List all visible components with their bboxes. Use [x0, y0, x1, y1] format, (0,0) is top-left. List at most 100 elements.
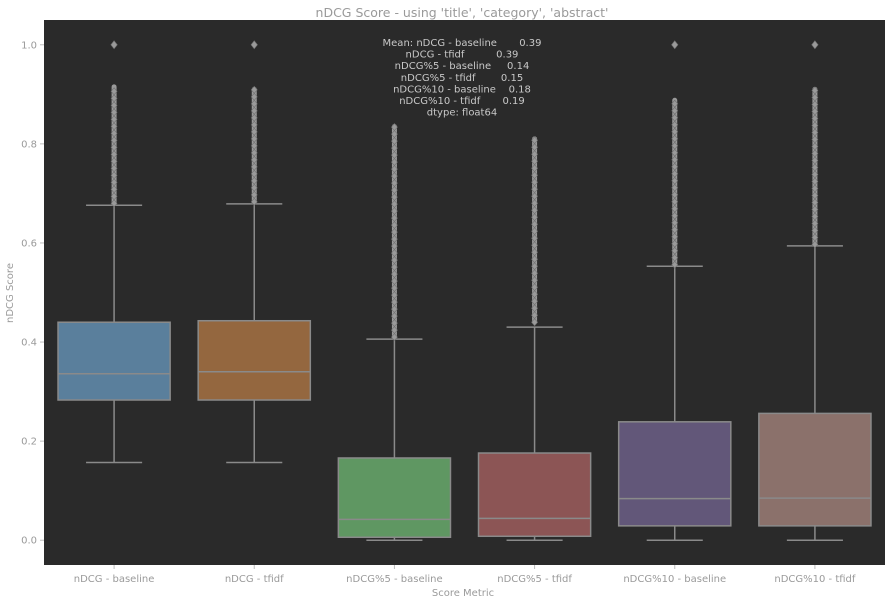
- outlier-point: [391, 172, 398, 181]
- outliers: [110, 40, 118, 208]
- boxes-layer: [57, 40, 872, 541]
- outlier-point: [671, 127, 679, 136]
- outlier-point: [671, 246, 679, 255]
- annotation-line: nDCG - tfidf 0.39: [406, 50, 519, 61]
- outlier-point: [391, 249, 398, 258]
- outlier-point: [250, 176, 258, 185]
- outlier-point: [250, 183, 258, 192]
- outlier-point: [110, 40, 118, 50]
- box-iqr: [197, 319, 312, 401]
- outlier-point: [531, 241, 538, 250]
- x-tick-label: nDCG - tfidf: [225, 574, 284, 585]
- box-group-5: [617, 40, 732, 541]
- outlier-point: [811, 233, 819, 242]
- outlier-point: [250, 92, 258, 101]
- y-tick-label: 0.2: [21, 437, 37, 448]
- outlier-point: [391, 193, 398, 202]
- outlier-point: [671, 204, 679, 213]
- outlier-point: [671, 260, 679, 269]
- outlier-point: [811, 121, 819, 130]
- x-tick-label: nDCG%5 - tfidf: [497, 574, 572, 585]
- outlier-point: [531, 199, 538, 208]
- outlier-point: [391, 284, 398, 293]
- outlier-point: [110, 101, 118, 110]
- annotation-line: nDCG%5 - tfidf 0.15: [401, 73, 523, 84]
- outlier-point: [531, 234, 538, 243]
- outlier-point: [391, 151, 398, 160]
- outlier-point: [391, 242, 398, 251]
- outliers: [391, 123, 398, 342]
- outlier-point: [811, 100, 819, 109]
- outlier-point: [391, 277, 398, 286]
- outlier-point: [110, 164, 118, 173]
- outlier-point: [110, 171, 118, 180]
- outlier-point: [391, 221, 398, 230]
- outlier-point: [811, 226, 819, 235]
- outlier-point: [531, 150, 538, 159]
- outlier-point: [531, 192, 538, 201]
- outlier-point: [811, 177, 819, 186]
- outlier-point: [391, 130, 398, 139]
- outlier-point: [671, 169, 679, 178]
- annotation-line: dtype: float64: [427, 108, 497, 119]
- outlier-point: [391, 179, 398, 188]
- outlier-point: [811, 142, 819, 151]
- outlier-point: [250, 162, 258, 171]
- outlier-point: [391, 256, 398, 265]
- outlier-point: [391, 235, 398, 244]
- outlier-point: [811, 240, 819, 249]
- outlier-point: [811, 191, 819, 200]
- outlier-point: [391, 123, 398, 132]
- outliers: [671, 40, 679, 269]
- outlier-point: [110, 178, 118, 187]
- outlier-point: [391, 137, 398, 146]
- outlier-point: [110, 115, 118, 124]
- outlier-point: [250, 141, 258, 150]
- plot-area: [44, 20, 885, 565]
- x-axis: nDCG - baseline nDCG - tfidf nDCG%5 - base…: [74, 565, 856, 585]
- y-axis: 0.0 0.2 0.4 0.6 0.8 1.0: [21, 40, 44, 547]
- outlier-point: [671, 211, 679, 220]
- outlier-point: [531, 157, 538, 166]
- outlier-point: [250, 190, 258, 199]
- outlier-point: [671, 134, 679, 143]
- outlier-point: [391, 305, 398, 314]
- outlier-point: [531, 255, 538, 264]
- outlier-point: [811, 184, 819, 193]
- box-iqr: [57, 321, 171, 401]
- outlier-point: [671, 183, 679, 192]
- outlier-point: [250, 197, 258, 206]
- outlier-point: [391, 186, 398, 195]
- outlier-point: [811, 128, 819, 137]
- outlier-point: [391, 312, 398, 321]
- outlier-point: [391, 228, 398, 237]
- outlier-point: [811, 114, 819, 123]
- outlier-point: [531, 143, 538, 152]
- annotation-line: nDCG%10 - baseline 0.18: [393, 84, 531, 95]
- y-tick-label: 0.4: [21, 338, 37, 349]
- outlier-point: [110, 136, 118, 145]
- outlier-point: [250, 120, 258, 129]
- outlier-point: [671, 113, 679, 122]
- box-group-1: [57, 40, 171, 464]
- annotation-line: Mean: nDCG - baseline 0.39: [383, 38, 542, 49]
- outlier-point: [811, 170, 819, 179]
- outlier-point: [250, 99, 258, 108]
- outliers: [531, 136, 538, 327]
- box-iqr: [337, 457, 452, 539]
- outlier-point: [811, 163, 819, 172]
- outlier-point: [531, 213, 538, 222]
- outlier-point: [531, 304, 538, 313]
- box-group-4: [477, 136, 592, 541]
- outlier-point: [811, 212, 819, 221]
- outlier-point: [531, 318, 538, 327]
- outlier-point: [671, 239, 679, 248]
- outlier-point: [391, 165, 398, 174]
- outlier-point: [531, 220, 538, 229]
- outlier-point: [811, 107, 819, 116]
- outlier-point: [811, 93, 819, 102]
- outlier-point: [391, 200, 398, 209]
- outlier-point: [391, 270, 398, 279]
